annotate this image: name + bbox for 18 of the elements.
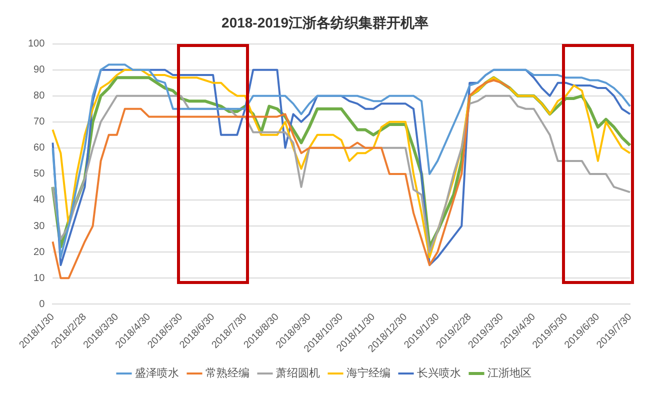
legend-label: 长兴喷水 bbox=[417, 366, 461, 380]
y-tick-label: 90 bbox=[34, 64, 46, 76]
y-tick-label: 0 bbox=[39, 298, 46, 310]
legend-label: 常熟经编 bbox=[206, 366, 250, 380]
legend-label: 江浙地区 bbox=[488, 366, 532, 380]
chart-title: 2018-2019江浙各纺织集群开机率 bbox=[222, 14, 428, 30]
y-tick-label: 100 bbox=[28, 38, 46, 50]
y-tick-label: 10 bbox=[34, 272, 46, 284]
y-tick-label: 70 bbox=[34, 116, 46, 128]
y-tick-label: 40 bbox=[34, 194, 46, 206]
y-tick-label: 20 bbox=[34, 246, 46, 258]
y-tick-label: 80 bbox=[34, 90, 46, 102]
y-tick-label: 60 bbox=[34, 142, 46, 154]
legend-label: 海宁经编 bbox=[346, 366, 390, 380]
y-tick-label: 50 bbox=[34, 168, 46, 180]
legend-label: 盛泽喷水 bbox=[135, 366, 179, 380]
legend-label: 萧绍圆机 bbox=[276, 366, 320, 380]
y-tick-label: 30 bbox=[34, 220, 46, 232]
